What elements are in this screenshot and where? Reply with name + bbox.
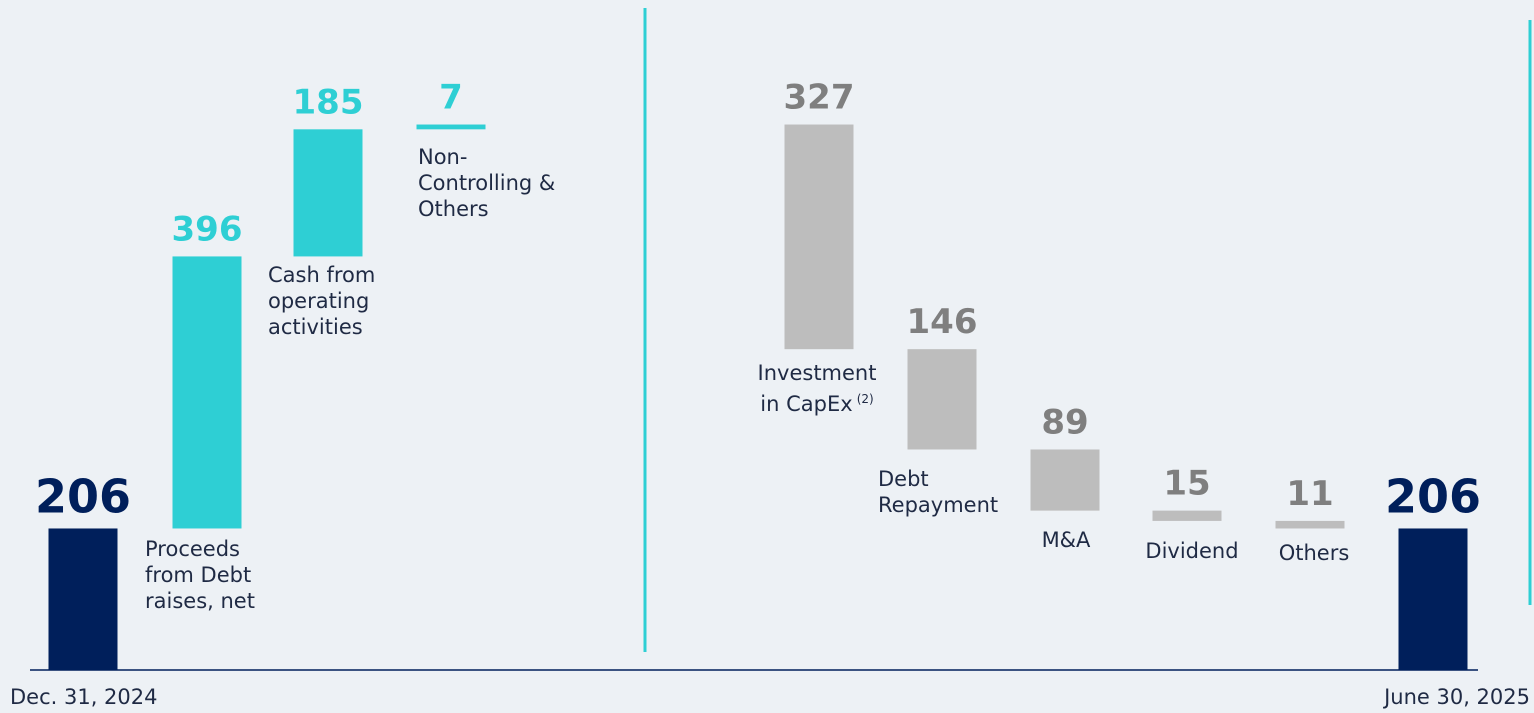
value-label: 89 bbox=[1041, 402, 1088, 442]
bar bbox=[1152, 510, 1222, 521]
category-text: Non- Controlling & Others bbox=[418, 145, 556, 221]
category-text: Others bbox=[1278, 541, 1350, 565]
bar bbox=[784, 124, 854, 350]
value-label: 206 bbox=[35, 469, 131, 523]
category-text: Cash from operating activities bbox=[268, 263, 376, 339]
bar bbox=[172, 256, 242, 529]
category-label: Non- Controlling & Others bbox=[418, 144, 555, 222]
footnote-mark: (2) bbox=[856, 392, 874, 406]
value-label: 7 bbox=[439, 78, 463, 118]
category-label: Investment in CapEx (2) bbox=[758, 360, 877, 417]
bar bbox=[1275, 520, 1345, 529]
category-label: Others bbox=[1279, 540, 1350, 566]
category-label: Debt Repayment bbox=[878, 466, 998, 518]
value-label: 327 bbox=[784, 78, 855, 118]
bar bbox=[416, 124, 486, 130]
value-label: 185 bbox=[293, 82, 364, 122]
category-text: Dividend bbox=[1145, 539, 1239, 563]
category-text: Dec. 31, 2024 bbox=[10, 685, 158, 709]
bar bbox=[1030, 449, 1100, 511]
category-label: M&A bbox=[1042, 527, 1091, 553]
category-label: June 30, 2025 bbox=[1384, 684, 1530, 710]
bar bbox=[907, 349, 977, 450]
category-label: Dec. 31, 2024 bbox=[10, 684, 158, 710]
category-text: M&A bbox=[1041, 528, 1091, 552]
value-label: 15 bbox=[1163, 464, 1210, 504]
value-label: 206 bbox=[1385, 469, 1481, 523]
bar bbox=[293, 129, 363, 257]
category-label: Cash from operating activities bbox=[268, 262, 375, 340]
category-text: June 30, 2025 bbox=[1384, 685, 1530, 709]
value-label: 146 bbox=[907, 302, 978, 342]
category-label: Dividend bbox=[1145, 538, 1238, 564]
category-text: Debt Repayment bbox=[878, 467, 999, 517]
bar bbox=[1398, 528, 1468, 670]
value-label: 11 bbox=[1286, 474, 1333, 514]
category-label: Proceeds from Debt raises, net bbox=[145, 536, 255, 614]
value-label: 396 bbox=[172, 209, 243, 249]
category-text: Proceeds from Debt raises, net bbox=[145, 537, 255, 613]
bar bbox=[48, 528, 118, 670]
category-text: Investment in CapEx bbox=[757, 361, 877, 416]
